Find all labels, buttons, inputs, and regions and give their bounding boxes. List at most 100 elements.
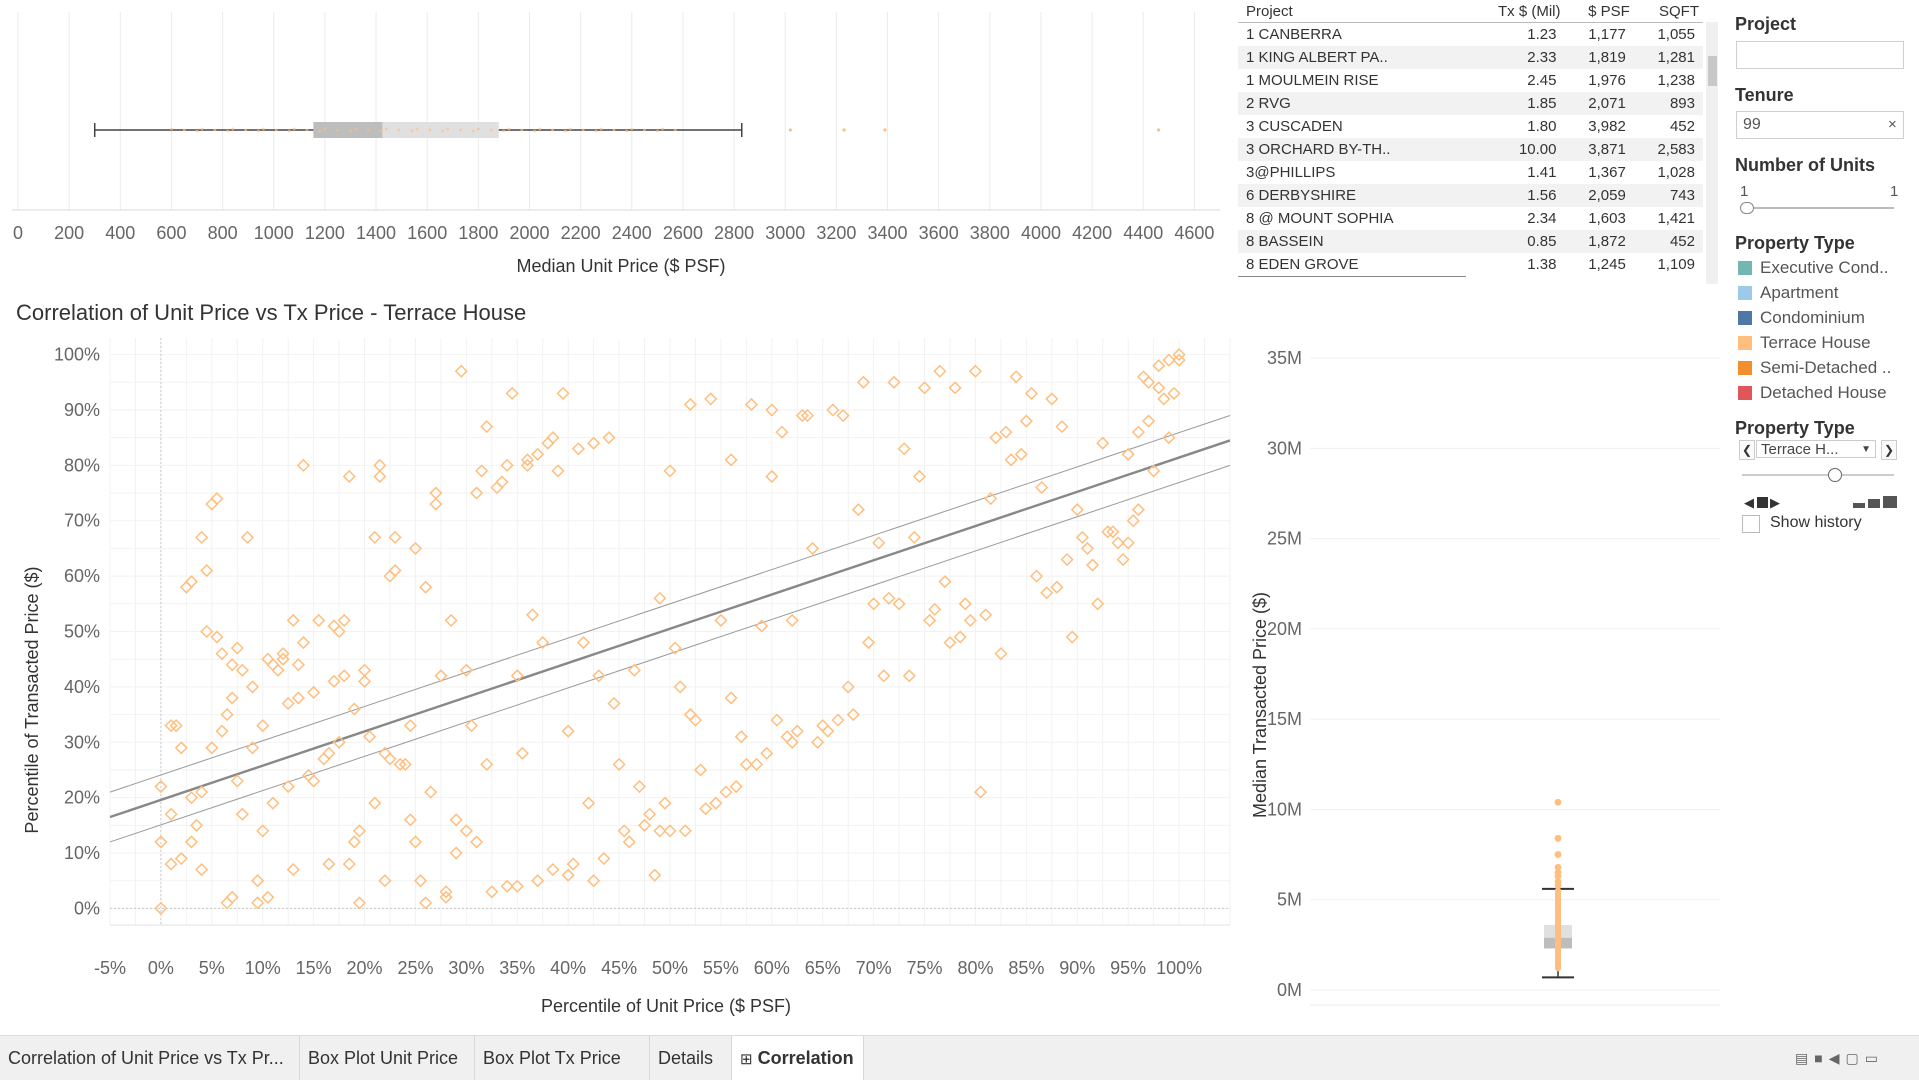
table-row[interactable]: 1 KING ALBERT PA.. 2.33 1,819 1,281	[1238, 46, 1703, 69]
tab-box-plot-tx-price[interactable]: Box Plot Tx Price	[475, 1036, 650, 1080]
scatter-point	[1141, 375, 1156, 389]
units-slider-handle[interactable]	[1740, 202, 1754, 214]
scatter-point	[184, 835, 199, 849]
step-forward-icon[interactable]: ▶	[1770, 495, 1781, 510]
stop-icon[interactable]	[1757, 497, 1768, 508]
unit-point	[594, 129, 598, 133]
tx-y-tick-label: 20M	[1267, 619, 1302, 639]
legend-item[interactable]: Semi-Detached ..	[1738, 355, 1918, 380]
scatter-point	[347, 702, 361, 716]
scatter-point	[220, 896, 234, 910]
legend-item[interactable]: Terrace House	[1738, 330, 1918, 355]
tx-y-tick-label: 5M	[1277, 890, 1302, 910]
tab-box-plot-unit-price[interactable]: Box Plot Unit Price	[300, 1036, 475, 1080]
scatter-point	[607, 696, 621, 711]
table-scroll-thumb[interactable]	[1708, 56, 1717, 86]
clear-icon[interactable]: ×	[1888, 116, 1897, 133]
scatter-point	[383, 752, 397, 766]
sheet-sorter-icon[interactable]: ▤	[1795, 1050, 1815, 1066]
table-row[interactable]: 8 BASSEIN 0.85 1,872 452	[1238, 230, 1703, 253]
back-icon[interactable]: ◀	[1828, 1050, 1846, 1066]
table-row[interactable]: 3@PHILLIPS 1.41 1,367 1,028	[1238, 161, 1703, 184]
table-row[interactable]: 8 @ MOUNT SOPHIA 2.34 1,603 1,421	[1238, 207, 1703, 230]
show-history-checkbox[interactable]	[1742, 515, 1760, 533]
scatter-point	[968, 364, 983, 378]
filmstrip-icon[interactable]: ■	[1814, 1050, 1829, 1066]
col-sqft[interactable]: SQFT	[1633, 0, 1703, 23]
scatter-point	[357, 674, 372, 688]
legend-item[interactable]: Detached House	[1738, 380, 1918, 405]
scatter-x-tick-label: 20%	[347, 958, 383, 978]
scatter-y-tick-label: 60%	[64, 566, 100, 586]
cell-project: 3 ORCHARD BY-TH..	[1238, 138, 1467, 161]
scatter-point	[785, 613, 799, 627]
legend-label: Terrace House	[1760, 332, 1871, 352]
project-filter-input[interactable]	[1736, 41, 1904, 69]
col-tx-price[interactable]: Tx $ (Mil)	[1466, 0, 1565, 23]
legend-item[interactable]: Condominium	[1738, 305, 1918, 330]
page-slider-track[interactable]	[1742, 474, 1894, 476]
speed-icon[interactable]	[1853, 496, 1899, 508]
tab-label: Correlation	[757, 1048, 854, 1068]
scatter-point	[561, 724, 575, 738]
legend-item[interactable]: Executive Cond..	[1738, 255, 1918, 280]
scatter-point	[276, 652, 290, 666]
table-row[interactable]: 6 DERBYSHIRE 1.56 2,059 743	[1238, 184, 1703, 207]
scatter-point	[984, 492, 998, 506]
scatter-x-tick-label: 65%	[805, 958, 841, 978]
present-icon[interactable]: ▭	[1864, 1050, 1884, 1066]
scatter-point	[1172, 348, 1186, 362]
playback-controls[interactable]: ◀ ▶	[1744, 495, 1781, 511]
table-row[interactable]: 3 ORCHARD BY-TH.. 10.00 3,871 2,583	[1238, 138, 1703, 161]
legend-item[interactable]: Apartment	[1738, 280, 1918, 305]
table-row[interactable]: 1 CANBERRA 1.23 1,177 1,055	[1238, 23, 1703, 47]
scatter-point	[973, 785, 988, 799]
scatter-point	[1085, 558, 1100, 572]
scatter-point	[256, 824, 270, 838]
tx-y-tick-label: 10M	[1267, 799, 1302, 819]
tx-outlier	[1554, 834, 1562, 842]
scatter-point	[846, 708, 860, 722]
next-arrow-icon[interactable]: ❯	[1881, 440, 1897, 460]
unit-axis-title: Median Unit Price ($ PSF)	[516, 256, 725, 276]
cell-sqft: 1,109	[1657, 256, 1695, 274]
scatter-point	[1024, 386, 1039, 400]
prev-arrow-icon[interactable]: ❮	[1739, 440, 1755, 460]
tenure-filter-input[interactable]: 99	[1736, 111, 1904, 139]
table-scrollbar[interactable]	[1706, 22, 1718, 284]
page-slider-handle[interactable]	[1828, 468, 1842, 482]
scatter-point	[332, 735, 346, 749]
unit-outlier	[788, 128, 792, 132]
fit-icon[interactable]: ▢	[1845, 1050, 1865, 1066]
unit-point	[323, 127, 327, 131]
legend-label: Executive Cond..	[1760, 257, 1889, 277]
tab-correlation[interactable]: ⊞ Correlation	[732, 1036, 864, 1080]
scatter-point	[800, 408, 815, 423]
scatter-point	[434, 669, 448, 683]
scatter-point	[632, 779, 647, 794]
step-back-icon[interactable]: ◀	[1744, 495, 1755, 510]
col-psf[interactable]: $ PSF	[1564, 0, 1634, 23]
table-row[interactable]: 3 CUSCADEN 1.80 3,982 452	[1238, 115, 1703, 138]
tab-correlation-unit-tx[interactable]: Correlation of Unit Price vs Tx Pr...	[0, 1036, 300, 1080]
scatter-point	[368, 796, 382, 810]
unit-tick-label: 1000	[254, 223, 294, 243]
units-slider-track[interactable]	[1742, 207, 1894, 209]
unit-tick-label: 3800	[970, 223, 1010, 243]
scatter-point	[454, 364, 468, 378]
table-row[interactable]: 1 MOULMEIN RISE 2.45 1,976 1,238	[1238, 69, 1703, 92]
unit-point	[581, 128, 585, 132]
navigation-icons[interactable]: ▤■◀▢▭	[1795, 1050, 1884, 1067]
tab-details[interactable]: Details	[650, 1036, 732, 1080]
property-type-dropdown[interactable]: Terrace H... ▼	[1756, 440, 1876, 458]
scatter-point	[291, 691, 305, 705]
cell-psf: 2,059	[1564, 184, 1634, 207]
scatter-point	[373, 469, 387, 484]
sheet-tab-bar: Correlation of Unit Price vs Tx Pr... Bo…	[0, 1035, 1919, 1080]
project-filter-title: Project	[1735, 14, 1797, 34]
table-row[interactable]: 2 RVG 1.85 2,071 893	[1238, 92, 1703, 115]
scatter-point	[154, 779, 168, 794]
col-project[interactable]: Project	[1238, 0, 1467, 23]
scatter-point	[245, 680, 260, 694]
table-row[interactable]: 8 EDEN GROVE 1.38 1,245 1,109	[1238, 253, 1703, 277]
